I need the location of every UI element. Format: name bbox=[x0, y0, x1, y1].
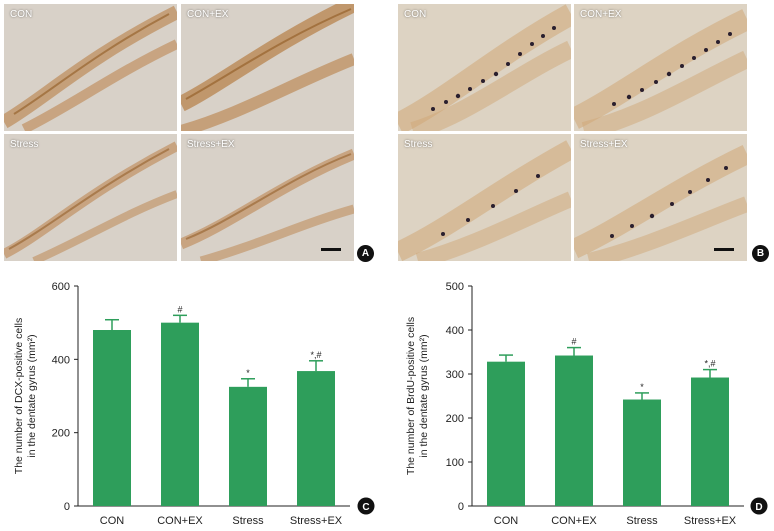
micrograph-label: CON bbox=[404, 9, 427, 20]
y-tick-label: 400 bbox=[52, 354, 70, 366]
micrograph-b-con-ex: CON+EX bbox=[574, 4, 747, 131]
micrograph-b-con-ex-image bbox=[574, 4, 747, 131]
chart-d: 0 100 200 300 400 500 The number of BrdU-posit… bbox=[405, 281, 768, 527]
bar bbox=[93, 330, 131, 506]
micrograph-label: Stress bbox=[10, 139, 39, 150]
x-tick-label: CON bbox=[494, 515, 519, 527]
x-tick-label: Stress bbox=[626, 515, 658, 527]
y-tick-label: 200 bbox=[446, 413, 464, 425]
bar bbox=[487, 361, 525, 506]
significance-mark: # bbox=[177, 304, 182, 314]
bar bbox=[555, 355, 593, 506]
y-tick-label: 400 bbox=[446, 325, 464, 337]
significance-mark: * bbox=[246, 368, 250, 378]
x-tick-label: CON bbox=[100, 515, 125, 527]
x-tick-label: Stress+EX bbox=[684, 515, 737, 527]
micrograph-b-stress-ex: Stress+EX bbox=[574, 134, 747, 261]
micrograph-b-con-image bbox=[398, 4, 571, 131]
x-tick-label: CON+EX bbox=[157, 515, 203, 527]
panel-badge-c: C bbox=[362, 502, 369, 513]
significance-mark: *,# bbox=[310, 350, 321, 360]
significance-mark: # bbox=[571, 337, 576, 347]
y-axis-label: The number of BrdU-positive cells bbox=[405, 317, 417, 475]
micrograph-a-stress-ex: Stress+EX bbox=[181, 134, 354, 261]
significance-mark: * bbox=[640, 382, 644, 392]
y-tick-label: 600 bbox=[52, 281, 70, 293]
significance-mark: *,# bbox=[704, 359, 715, 369]
panel-badge-circle bbox=[750, 497, 768, 515]
micrograph-a-con-ex-image bbox=[181, 4, 354, 131]
micrograph-b-con: CON bbox=[398, 4, 571, 131]
micrograph-b-stress-ex-image bbox=[574, 134, 747, 261]
y-axis-label: in the dentate gyrus (mm²) bbox=[26, 334, 38, 457]
y-axis-label: in the dentate gyrus (mm²) bbox=[418, 334, 430, 457]
bar bbox=[229, 386, 267, 506]
y-tick-label: 200 bbox=[52, 428, 70, 440]
panel-badge-a: A bbox=[357, 245, 374, 262]
panel-badge-d: D bbox=[755, 502, 762, 513]
x-tick-label: CON+EX bbox=[551, 515, 597, 527]
micrograph-label: CON+EX bbox=[187, 9, 229, 20]
bar bbox=[161, 322, 199, 506]
micrograph-a-stress-image bbox=[4, 134, 177, 261]
y-tick-label: 0 bbox=[458, 501, 464, 513]
bar bbox=[623, 399, 661, 506]
micrograph-label: Stress bbox=[404, 139, 433, 150]
x-tick-label: Stress bbox=[232, 515, 264, 527]
micrograph-a-con-ex: CON+EX bbox=[181, 4, 354, 131]
bar bbox=[691, 377, 729, 506]
micrograph-label: CON+EX bbox=[580, 9, 622, 20]
scale-bar bbox=[714, 248, 734, 251]
panel-badge-circle bbox=[357, 497, 375, 515]
y-tick-label: 300 bbox=[446, 369, 464, 381]
micrograph-a-con-image bbox=[4, 4, 177, 131]
scale-bar bbox=[321, 248, 341, 251]
chart-c: 0 200 400 600 The number of DCX-positive cel… bbox=[13, 281, 375, 527]
micrograph-a-stress-ex-image bbox=[181, 134, 354, 261]
y-tick-label: 0 bbox=[64, 501, 70, 513]
micrograph-label: Stress+EX bbox=[580, 139, 628, 150]
micrograph-b-stress-image bbox=[398, 134, 571, 261]
micrograph-b-stress: Stress bbox=[398, 134, 571, 261]
bar bbox=[297, 371, 335, 506]
micrograph-a-stress: Stress bbox=[4, 134, 177, 261]
y-tick-label: 100 bbox=[446, 457, 464, 469]
micrograph-label: Stress+EX bbox=[187, 139, 235, 150]
panel-badge-b: B bbox=[752, 245, 769, 262]
micrograph-label: CON bbox=[10, 9, 33, 20]
micrograph-a-con: CON bbox=[4, 4, 177, 131]
x-tick-label: Stress+EX bbox=[290, 515, 343, 527]
y-tick-label: 500 bbox=[446, 281, 464, 293]
y-axis-label: The number of DCX-positive cells bbox=[13, 318, 25, 474]
